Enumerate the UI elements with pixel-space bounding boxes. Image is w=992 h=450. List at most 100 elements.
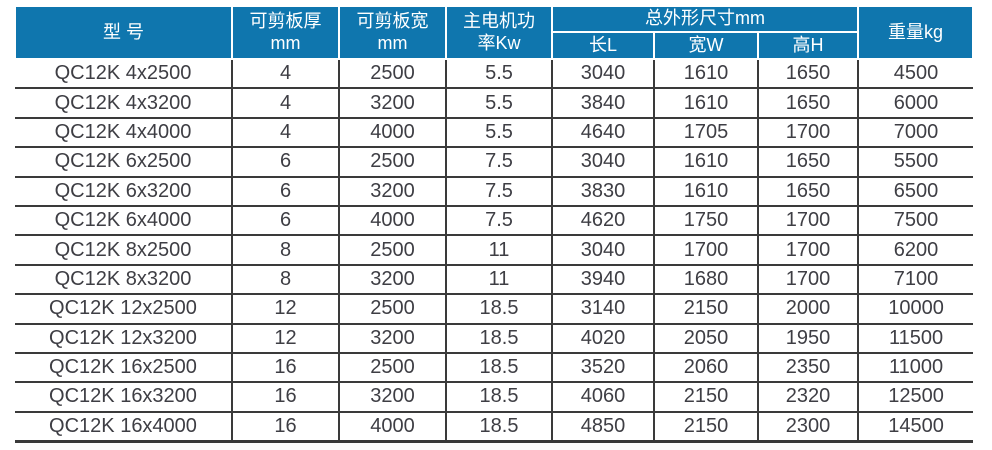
model-cell: QC12K 8x2500 <box>15 235 233 266</box>
table-body: QC12K 4x2500 4 2500 5.5 3040 1610 1650 4500 QC12… <box>15 59 974 443</box>
value-cell: 3200 <box>339 323 447 354</box>
value-cell: 6500 <box>858 176 974 207</box>
table-row: QC12K 4x3200 4 3200 5.5 3840 1610 1650 6000 <box>15 88 974 119</box>
value-cell: 1610 <box>654 147 759 178</box>
value-cell: 4 <box>232 59 340 90</box>
value-cell: 1700 <box>654 235 759 266</box>
col-header-dimensions-group: 总外形尺寸mm <box>550 5 860 33</box>
value-cell: 3040 <box>552 235 655 266</box>
model-cell: QC12K 16x4000 <box>15 411 233 443</box>
value-cell: 4020 <box>552 323 655 354</box>
value-cell: 3940 <box>552 264 655 296</box>
value-cell: 2150 <box>654 411 759 443</box>
value-cell: 12500 <box>858 382 974 413</box>
value-cell: 7000 <box>858 117 974 149</box>
value-cell: 11500 <box>858 323 974 354</box>
value-cell: 2500 <box>339 352 447 384</box>
value-cell: 1610 <box>654 176 759 207</box>
value-cell: 16 <box>232 382 340 413</box>
value-cell: 6200 <box>858 235 974 266</box>
value-cell: 2500 <box>339 235 447 266</box>
model-cell: QC12K 16x2500 <box>15 352 233 384</box>
col-header-weight: 重量kg <box>857 5 975 60</box>
value-cell: 16 <box>232 411 340 443</box>
table-row: QC12K 12x3200 12 3200 18.5 4020 2050 1950 11500 <box>15 323 974 354</box>
value-cell: 1700 <box>758 264 860 296</box>
value-cell: 12 <box>232 294 340 325</box>
value-cell: 6 <box>232 205 340 237</box>
value-cell: 3140 <box>552 294 655 325</box>
value-cell: 12 <box>232 323 340 354</box>
table-row: QC12K 8x3200 8 3200 11 3940 1680 1700 7100 <box>15 264 974 296</box>
model-cell: QC12K 6x4000 <box>15 205 233 237</box>
table-row: QC12K 6x4000 6 4000 7.5 4620 1750 1700 7500 <box>15 205 974 237</box>
value-cell: 5.5 <box>446 117 553 149</box>
value-cell: 5.5 <box>446 88 553 119</box>
model-cell: QC12K 4x4000 <box>15 117 233 149</box>
value-cell: 2150 <box>654 294 759 325</box>
value-cell: 7500 <box>858 205 974 237</box>
value-cell: 4000 <box>339 117 447 149</box>
value-cell: 1950 <box>758 323 860 354</box>
value-cell: 5500 <box>858 147 974 178</box>
value-cell: 14500 <box>858 411 974 443</box>
value-cell: 2500 <box>339 294 447 325</box>
value-cell: 4 <box>232 117 340 149</box>
value-cell: 2150 <box>654 382 759 413</box>
value-cell: 2300 <box>758 411 860 443</box>
table-header: 型 号 可剪板厚 mm 可剪板宽 mm 主电机功 率Kw 总外形尺寸mm 重量k… <box>14 5 975 60</box>
value-cell: 1650 <box>758 59 860 90</box>
value-cell: 11000 <box>858 352 974 384</box>
value-cell: 18.5 <box>446 411 553 443</box>
value-cell: 2050 <box>654 323 759 354</box>
value-cell: 18.5 <box>446 382 553 413</box>
value-cell: 1705 <box>654 117 759 149</box>
col-header-power: 主电机功 率Kw <box>445 5 553 60</box>
table-row: QC12K 6x2500 6 2500 7.5 3040 1610 1650 5500 <box>15 147 974 178</box>
value-cell: 6 <box>232 176 340 207</box>
table-row: QC12K 12x2500 12 2500 18.5 3140 2150 2000 10000 <box>15 294 974 325</box>
value-cell: 1700 <box>758 235 860 266</box>
table-row: QC12K 6x3200 6 3200 7.5 3830 1610 1650 6500 <box>15 176 974 207</box>
value-cell: 3040 <box>552 147 655 178</box>
value-cell: 3840 <box>552 88 655 119</box>
value-cell: 2000 <box>758 294 860 325</box>
col-header-thickness: 可剪板厚 mm <box>231 5 340 60</box>
value-cell: 2350 <box>758 352 860 384</box>
col-header-height: 高H <box>756 31 860 60</box>
value-cell: 4060 <box>552 382 655 413</box>
value-cell: 1610 <box>654 88 759 119</box>
value-cell: 1680 <box>654 264 759 296</box>
value-cell: 3200 <box>339 176 447 207</box>
value-cell: 8 <box>232 235 340 266</box>
value-cell: 2500 <box>339 147 447 178</box>
value-cell: 10000 <box>858 294 974 325</box>
value-cell: 1650 <box>758 88 860 119</box>
table-row: QC12K 4x4000 4 4000 5.5 4640 1705 1700 7000 <box>15 117 974 149</box>
value-cell: 4 <box>232 88 340 119</box>
value-cell: 7.5 <box>446 147 553 178</box>
value-cell: 11 <box>446 264 553 296</box>
table-row: QC12K 16x4000 16 4000 18.5 4850 2150 2300 14500 <box>15 411 974 443</box>
table-row: QC12K 16x3200 16 3200 18.5 4060 2150 2320 12500 <box>15 382 974 413</box>
model-cell: QC12K 12x3200 <box>15 323 233 354</box>
value-cell: 1750 <box>654 205 759 237</box>
value-cell: 16 <box>232 352 340 384</box>
value-cell: 4000 <box>339 205 447 237</box>
value-cell: 4850 <box>552 411 655 443</box>
value-cell: 4640 <box>552 117 655 149</box>
value-cell: 6000 <box>858 88 974 119</box>
value-cell: 2500 <box>339 59 447 90</box>
value-cell: 4000 <box>339 411 447 443</box>
col-header-model: 型 号 <box>14 5 233 60</box>
model-cell: QC12K 16x3200 <box>15 382 233 413</box>
value-cell: 3200 <box>339 382 447 413</box>
spec-table: 型 号 可剪板厚 mm 可剪板宽 mm 主电机功 率Kw 总外形尺寸mm 重量k… <box>14 5 975 443</box>
value-cell: 1650 <box>758 176 860 207</box>
value-cell: 3520 <box>552 352 655 384</box>
value-cell: 2320 <box>758 382 860 413</box>
model-cell: QC12K 4x2500 <box>15 59 233 90</box>
value-cell: 7.5 <box>446 205 553 237</box>
value-cell: 8 <box>232 264 340 296</box>
